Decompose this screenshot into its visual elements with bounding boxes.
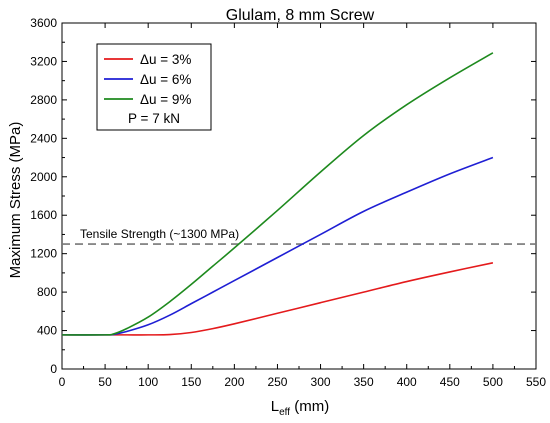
x-tick-label: 150 bbox=[181, 375, 201, 389]
x-tick-label: 300 bbox=[311, 375, 331, 389]
legend-note: P = 7 kN bbox=[128, 111, 180, 126]
reference-line-group: Tensile Strength (~1300 MPa) bbox=[62, 227, 536, 245]
x-axis-title-subscript: eff bbox=[279, 407, 290, 418]
x-tick-label: 50 bbox=[98, 375, 112, 389]
chart-title: Glulam, 8 mm Screw bbox=[226, 7, 375, 24]
legend-items: Δu = 3% Δu = 6% Δu = 9% bbox=[104, 52, 191, 107]
y-tick-label: 3200 bbox=[30, 54, 57, 68]
series-line-3 bbox=[61, 52, 494, 336]
tensile-strength-label: Tensile Strength (~1300 MPa) bbox=[80, 227, 239, 241]
legend-label-3: Δu = 9% bbox=[140, 92, 191, 107]
legend-label-1: Δu = 3% bbox=[140, 52, 191, 67]
series-line-2 bbox=[61, 156, 494, 336]
y-tick-label: 1600 bbox=[30, 208, 57, 222]
legend-label-2: Δu = 6% bbox=[140, 72, 191, 87]
y-tick-label: 2800 bbox=[30, 93, 57, 107]
y-tick-label: 0 bbox=[50, 362, 57, 376]
series-group bbox=[61, 52, 494, 336]
x-axis-title-main: L bbox=[271, 398, 279, 415]
y-tick-label: 2400 bbox=[30, 131, 57, 145]
x-tick-label: 200 bbox=[224, 375, 244, 389]
x-tick-label: 450 bbox=[440, 375, 460, 389]
x-tick-label: 500 bbox=[483, 375, 503, 389]
axes: 0 50 100 150 200 250 300 350 400 450 500 550 0 400 800… bbox=[30, 16, 546, 389]
x-axis-title-unit: (mm) bbox=[290, 398, 329, 415]
y-axis-title: Maximum Stress (MPa) bbox=[7, 122, 24, 279]
y-tick-label: 2000 bbox=[30, 170, 57, 184]
y-tick-label: 3600 bbox=[30, 16, 57, 30]
x-tick-label: 400 bbox=[397, 375, 417, 389]
x-tick-label: 550 bbox=[526, 375, 546, 389]
legend: Δu = 3% Δu = 6% Δu = 9% P = 7 kN bbox=[96, 43, 212, 131]
y-tick-label: 1200 bbox=[30, 247, 57, 261]
y-tick-label: 400 bbox=[37, 324, 57, 338]
x-tick-label: 0 bbox=[59, 375, 66, 389]
x-tick-label: 350 bbox=[354, 375, 374, 389]
y-tick-label: 800 bbox=[37, 285, 57, 299]
series-line-1 bbox=[62, 262, 494, 336]
x-tick-label: 250 bbox=[267, 375, 287, 389]
x-tick-label: 100 bbox=[138, 375, 158, 389]
x-axis-title: Leff (mm) bbox=[271, 398, 329, 418]
